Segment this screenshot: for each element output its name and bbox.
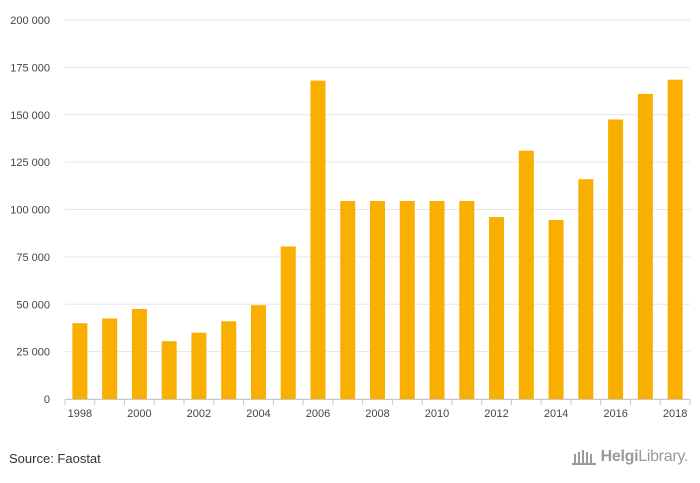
bar-2011	[459, 200, 475, 399]
y-tick-label: 175 000	[10, 62, 50, 74]
x-tick-label: 2008	[365, 408, 389, 420]
x-tick-label: 2000	[127, 408, 151, 420]
bar-2010	[429, 200, 445, 399]
library-logo-icon	[571, 450, 596, 465]
brand-name: HelgiLibrary.	[600, 448, 689, 465]
bar-2012	[489, 217, 505, 399]
bar-2018	[667, 79, 683, 399]
source-note: Source: Faostat	[9, 451, 101, 466]
bar-2003	[221, 321, 237, 399]
bar-2007	[340, 200, 356, 399]
bar-2006	[310, 80, 326, 399]
bar-2015	[578, 179, 594, 399]
bar-2014	[548, 219, 564, 399]
x-tick-label: 2010	[425, 408, 449, 420]
x-tick-label: 2016	[603, 408, 627, 420]
bar-1998	[72, 323, 88, 399]
bar-2002	[191, 332, 207, 399]
bar-2009	[399, 200, 415, 399]
x-tick-label: 2002	[187, 408, 211, 420]
x-axis: 1998 2000 2002 2004 2006 2008 2010 2012 2014 2016…	[64, 399, 691, 420]
y-tick-label: 50 000	[16, 299, 50, 311]
bar-1999	[102, 318, 118, 399]
y-tick-label: 100 000	[10, 205, 50, 217]
x-tick-label: 2012	[484, 408, 508, 420]
y-tick-label: 125 000	[10, 157, 50, 169]
y-tick-label: 25 000	[16, 347, 50, 359]
x-tick-label: 2004	[246, 408, 270, 420]
bar-2000	[131, 308, 147, 399]
bar-2016	[608, 119, 624, 400]
bar-2017	[637, 93, 653, 399]
bar-2013	[518, 150, 534, 399]
bar-2004	[250, 305, 266, 399]
x-tick-label: 2006	[306, 408, 330, 420]
y-tick-label: 0	[44, 394, 50, 406]
x-tick-label: 2014	[544, 408, 568, 420]
bar-2001	[161, 341, 177, 399]
bars	[72, 79, 683, 400]
bar-2008	[370, 200, 385, 399]
bar-chart: 0 25 000 50 000 75 000 100 000 125 000 150 000…	[10, 15, 691, 420]
y-axis-ticks: 0 25 000 50 000 75 000 100 000 125 000 150 000…	[10, 15, 50, 406]
brand-logo: HelgiLibrary.	[571, 448, 688, 466]
y-tick-label: 75 000	[16, 252, 50, 264]
bar-2005	[280, 246, 296, 399]
y-tick-label: 200 000	[10, 15, 50, 27]
x-tick-label: 2018	[663, 408, 687, 420]
y-tick-label: 150 000	[10, 110, 50, 122]
x-tick-label: 1998	[68, 408, 92, 420]
